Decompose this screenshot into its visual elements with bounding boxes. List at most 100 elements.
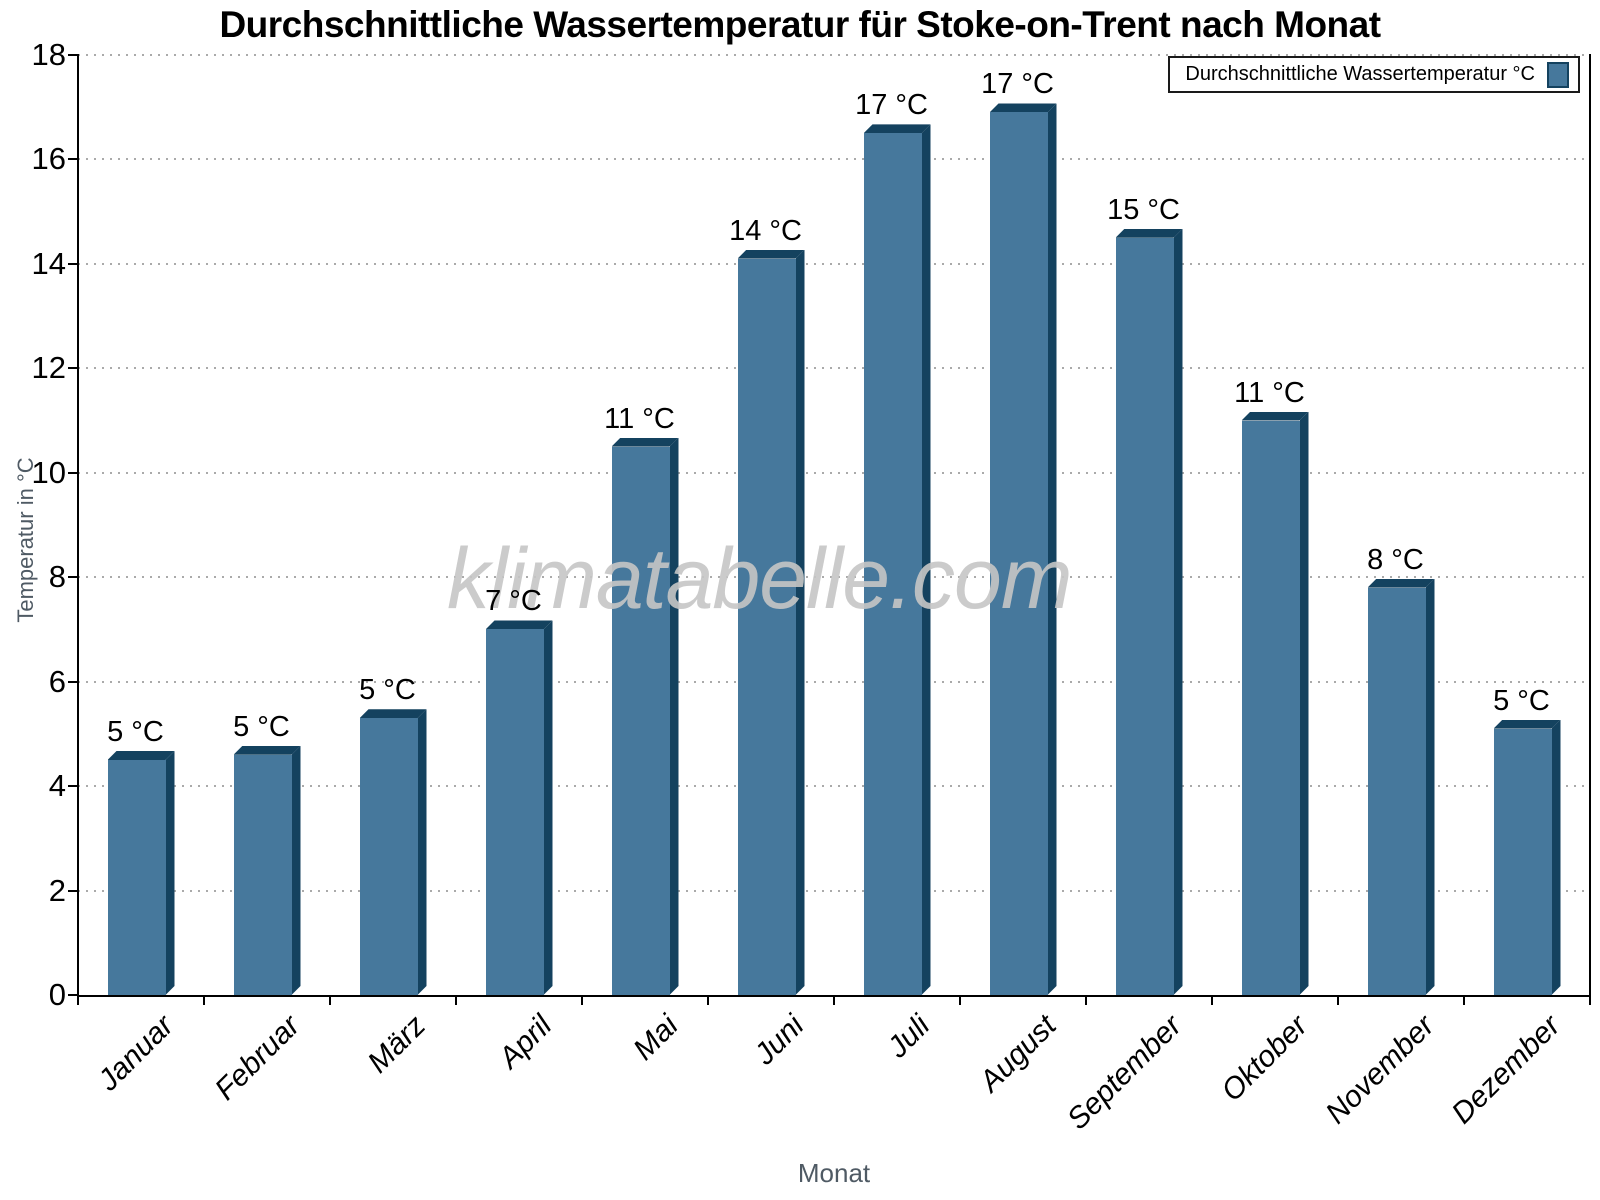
x-tick-7 [959,996,961,1005]
x-tick-label-juli: Juli [881,1009,937,1065]
bar-juni [737,249,805,995]
bar-front-face [989,112,1048,995]
x-tick-label-marz: März [361,1009,433,1080]
x-tick-label-august: August [972,1009,1063,1099]
x-tick-6 [833,996,835,1005]
x-tick-1 [203,996,205,1005]
bar-august [989,103,1057,995]
gridline-4 [78,785,1590,788]
bar-top-face [737,249,805,259]
bar-front-face [1115,237,1174,995]
bar-front-face [737,258,796,995]
gridline-6 [78,680,1590,683]
legend: Durchschnittliche Wassertemperatur °C [1168,56,1580,93]
bar-top-face [233,745,301,755]
bar-value-label-november: 8 °C [1367,543,1424,576]
bar-november [1367,578,1435,995]
bar-side-face [165,751,175,995]
x-tick-3 [455,996,457,1005]
bar-juli [863,124,931,995]
bar-top-face [107,751,175,760]
bar-side-face [1047,103,1057,995]
y-axis-title: Temperatur in °C [13,457,38,623]
bar-front-face [485,629,544,995]
bar-side-face [1551,719,1561,995]
bar-oktober [1241,411,1309,995]
bar-dezember [1493,719,1561,995]
bar-front-face [1367,587,1426,995]
x-tick-label-november: November [1319,1009,1441,1131]
gridline-14 [78,262,1590,265]
chart-title: Durchschnittliche Wassertemperatur für S… [219,4,1381,45]
bar-value-label-juli: 17 °C [855,89,928,122]
bar-top-face [1493,719,1561,729]
watermark: klimatabelle.com [447,531,1072,627]
gridline-10 [78,471,1590,474]
y-tick-label-18: 18 [31,37,66,72]
bar-top-face [611,437,679,447]
x-tick-12 [1589,996,1591,1005]
y-axis-line [77,54,79,997]
x-tick-label-dezember: Dezember [1445,1009,1567,1131]
gridline-12 [78,367,1590,370]
x-tick-label-februar: Februar [208,1009,307,1107]
y-tick-0 [68,994,78,996]
x-tick-9 [1211,996,1213,1005]
bar-front-face [359,718,418,995]
bar-februar [233,745,301,995]
bar-value-label-marz: 5 °C [359,674,416,707]
gridline-18 [78,54,1590,56]
bar-value-label-juni: 14 °C [729,214,802,247]
legend-swatch-icon [1547,61,1569,88]
y-tick-12 [68,367,78,370]
bar-top-face [1241,411,1309,421]
x-tick-label-oktober: Oktober [1215,1009,1315,1108]
y-tick-label-2: 2 [48,872,66,908]
gridline-8 [78,576,1590,579]
gridline-16 [78,158,1590,161]
bar-side-face [669,437,679,995]
y-tick-16 [68,158,78,161]
x-tick-label-april: April [492,1009,559,1075]
bar-side-face [417,709,427,995]
bar-april [485,620,553,995]
bar-side-face [291,745,301,995]
bar-side-face [1425,578,1435,995]
bar-value-label-mai: 11 °C [604,402,675,435]
x-tick-label-juni: Juni [748,1009,811,1072]
y-tick-label-12: 12 [31,350,66,386]
x-tick-4 [581,996,583,1005]
bar-side-face [1173,228,1183,995]
y-tick-6 [68,680,78,683]
legend-label: Durchschnittliche Wassertemperatur °C [1185,63,1535,85]
bar-front-face [233,754,292,995]
y-tick-label-4: 4 [48,768,66,804]
bar-september [1115,228,1183,995]
bar-side-face [1299,411,1309,995]
x-tick-label-september: September [1061,1009,1189,1137]
bar-value-label-januar: 5 °C [107,716,164,748]
bar-side-face [921,124,931,995]
bar-value-label-august: 17 °C [981,68,1054,101]
x-tick-5 [707,996,709,1005]
bar-front-face [107,760,166,995]
x-axis-title: Monat [797,1158,871,1188]
y-tick-label-0: 0 [48,977,66,1012]
y-tick-14 [68,262,78,265]
x-tick-10 [1337,996,1339,1005]
bar-side-face [795,249,805,995]
bar-front-face [611,446,670,995]
y-tick-4 [68,785,78,788]
bar-top-face [1115,228,1183,238]
bar-front-face [863,133,922,995]
bar-value-label-oktober: 11 °C [1234,376,1305,409]
bar-januar [107,751,175,995]
bar-value-label-februar: 5 °C [233,710,290,743]
y-tick-label-14: 14 [31,245,66,281]
y-tick-label-16: 16 [31,141,66,177]
bar-value-label-september: 15 °C [1107,193,1180,226]
x-tick-11 [1463,996,1465,1005]
y-tick-18 [68,54,78,56]
bar-top-face [1367,578,1435,588]
